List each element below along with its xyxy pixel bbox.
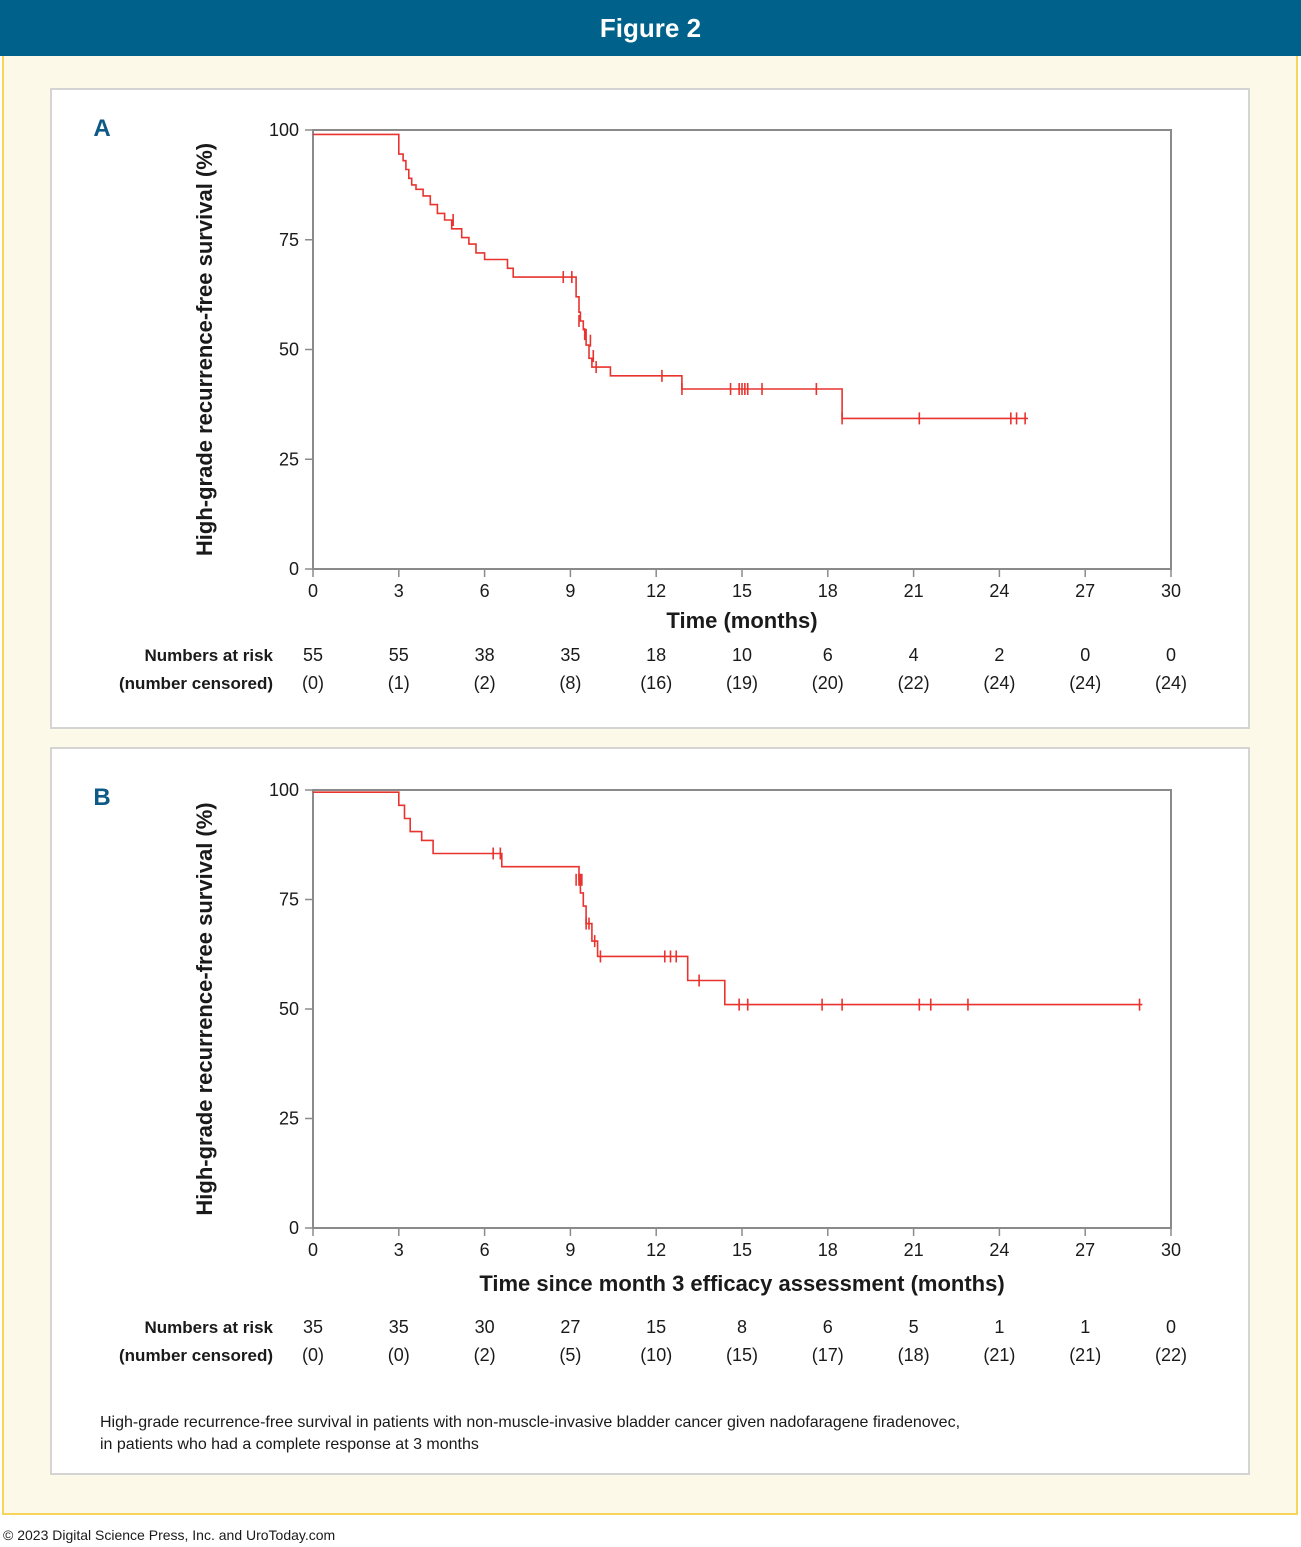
caption-line-1: High-grade recurrence-free survival in p… — [100, 1414, 961, 1431]
risk-number: 35 — [303, 1317, 323, 1337]
risk-censored-number: (22) — [1155, 1345, 1187, 1365]
y-axis-title: High-grade recurrence-free survival (%) — [192, 143, 217, 556]
x-tick-label: 0 — [308, 1240, 318, 1260]
x-tick-label: 24 — [989, 1240, 1009, 1260]
risk-number: 18 — [646, 645, 666, 665]
risk-censored-number: (24) — [1155, 673, 1187, 693]
figure-title: Figure 2 — [599, 12, 702, 43]
risk-number: 35 — [389, 1317, 409, 1337]
risk-number: 0 — [1166, 1317, 1176, 1337]
x-tick-label: 18 — [818, 581, 838, 601]
figure-header: Figure 2 — [0, 0, 1301, 56]
risk-number: 27 — [560, 1317, 580, 1337]
x-axis-title: Time since month 3 efficacy assessment (… — [479, 1271, 1004, 1296]
risk-censored-number: (21) — [983, 1345, 1015, 1365]
x-tick-label: 3 — [394, 581, 404, 601]
panel-label-b: B — [93, 784, 110, 811]
x-tick-label: 21 — [904, 581, 924, 601]
x-tick-label: 3 — [394, 1240, 404, 1260]
risk-censored-number: (19) — [726, 673, 758, 693]
risk-censored-number: (16) — [640, 673, 672, 693]
y-tick-label: 25 — [279, 449, 299, 469]
risk-table-label: Numbers at risk — [145, 646, 274, 665]
x-tick-label: 27 — [1075, 1240, 1095, 1260]
risk-number: 38 — [475, 645, 495, 665]
x-tick-label: 18 — [818, 1240, 838, 1260]
risk-number: 6 — [823, 1317, 833, 1337]
risk-censored-number: (22) — [898, 673, 930, 693]
plot-area-frame — [312, 129, 1172, 570]
y-tick-label: 50 — [279, 340, 299, 360]
risk-number: 5 — [909, 1317, 919, 1337]
risk-number: 55 — [389, 645, 409, 665]
risk-censored-number: (24) — [1069, 673, 1101, 693]
panel-label-a: A — [93, 115, 110, 142]
y-tick-label: 75 — [279, 230, 299, 250]
y-tick-label: 100 — [269, 120, 299, 140]
risk-table-censored-label: (number censored) — [119, 1346, 273, 1365]
risk-censored-number: (20) — [812, 673, 844, 693]
risk-number: 6 — [823, 645, 833, 665]
risk-censored-number: (18) — [898, 1345, 930, 1365]
y-tick-label: 100 — [269, 780, 299, 800]
risk-number: 15 — [646, 1317, 666, 1337]
plot-area-frame — [312, 789, 1172, 1229]
x-tick-label: 30 — [1161, 581, 1181, 601]
x-tick-label: 9 — [565, 1240, 575, 1260]
risk-number: 1 — [1080, 1317, 1090, 1337]
y-axis-title: High-grade recurrence-free survival (%) — [192, 802, 217, 1215]
chart-panel-b: B 0 25 50 75 100 0 3 6 9 12 15 18 21 24 27 30 Time since … — [50, 747, 1250, 1475]
y-tick-label: 0 — [289, 1218, 299, 1238]
x-tick-label: 6 — [480, 1240, 490, 1260]
y-tick-label: 50 — [279, 999, 299, 1019]
risk-censored-number: (0) — [302, 1345, 324, 1365]
risk-number: 2 — [994, 645, 1004, 665]
copyright-notice: © 2023 Digital Science Press, Inc. and U… — [3, 1527, 336, 1543]
x-tick-label: 15 — [732, 581, 752, 601]
risk-number: 1 — [994, 1317, 1004, 1337]
survival-curve — [313, 133, 1028, 420]
x-tick-label: 12 — [646, 581, 666, 601]
x-axis-title: Time (months) — [666, 608, 817, 633]
chart-panel-a: A 0 25 50 75 100 0 3 6 9 12 15 18 21 24 27 30 Time (month… — [50, 88, 1250, 729]
x-tick-label: 15 — [732, 1240, 752, 1260]
risk-table-censored-label: (number censored) — [119, 674, 273, 693]
caption-line-2: in patients who had a complete response … — [100, 1436, 479, 1453]
risk-number: 30 — [475, 1317, 495, 1337]
risk-censored-number: (15) — [726, 1345, 758, 1365]
risk-number: 10 — [732, 645, 752, 665]
x-tick-label: 9 — [565, 581, 575, 601]
risk-censored-number: (1) — [388, 673, 410, 693]
x-tick-label: 24 — [989, 581, 1009, 601]
x-tick-label: 12 — [646, 1240, 666, 1260]
x-tick-label: 21 — [904, 1240, 924, 1260]
risk-censored-number: (8) — [559, 673, 581, 693]
y-tick-label: 0 — [289, 559, 299, 579]
x-tick-label: 30 — [1161, 1240, 1181, 1260]
risk-censored-number: (21) — [1069, 1345, 1101, 1365]
risk-censored-number: (2) — [474, 1345, 496, 1365]
risk-number: 8 — [737, 1317, 747, 1337]
y-tick-label: 75 — [279, 890, 299, 910]
risk-censored-number: (0) — [302, 673, 324, 693]
y-tick-label: 25 — [279, 1109, 299, 1129]
risk-number: 4 — [909, 645, 919, 665]
risk-censored-number: (2) — [474, 673, 496, 693]
risk-censored-number: (10) — [640, 1345, 672, 1365]
risk-censored-number: (0) — [388, 1345, 410, 1365]
risk-number: 0 — [1166, 645, 1176, 665]
x-tick-label: 6 — [480, 581, 490, 601]
figure-caption: High-grade recurrence-free survival in p… — [100, 1412, 1200, 1456]
x-tick-label: 27 — [1075, 581, 1095, 601]
risk-number: 55 — [303, 645, 323, 665]
x-tick-label: 0 — [308, 581, 318, 601]
risk-number: 0 — [1080, 645, 1090, 665]
risk-censored-number: (24) — [983, 673, 1015, 693]
risk-number: 35 — [560, 645, 580, 665]
risk-table-label: Numbers at risk — [145, 1318, 274, 1337]
risk-censored-number: (17) — [812, 1345, 844, 1365]
risk-censored-number: (5) — [559, 1345, 581, 1365]
